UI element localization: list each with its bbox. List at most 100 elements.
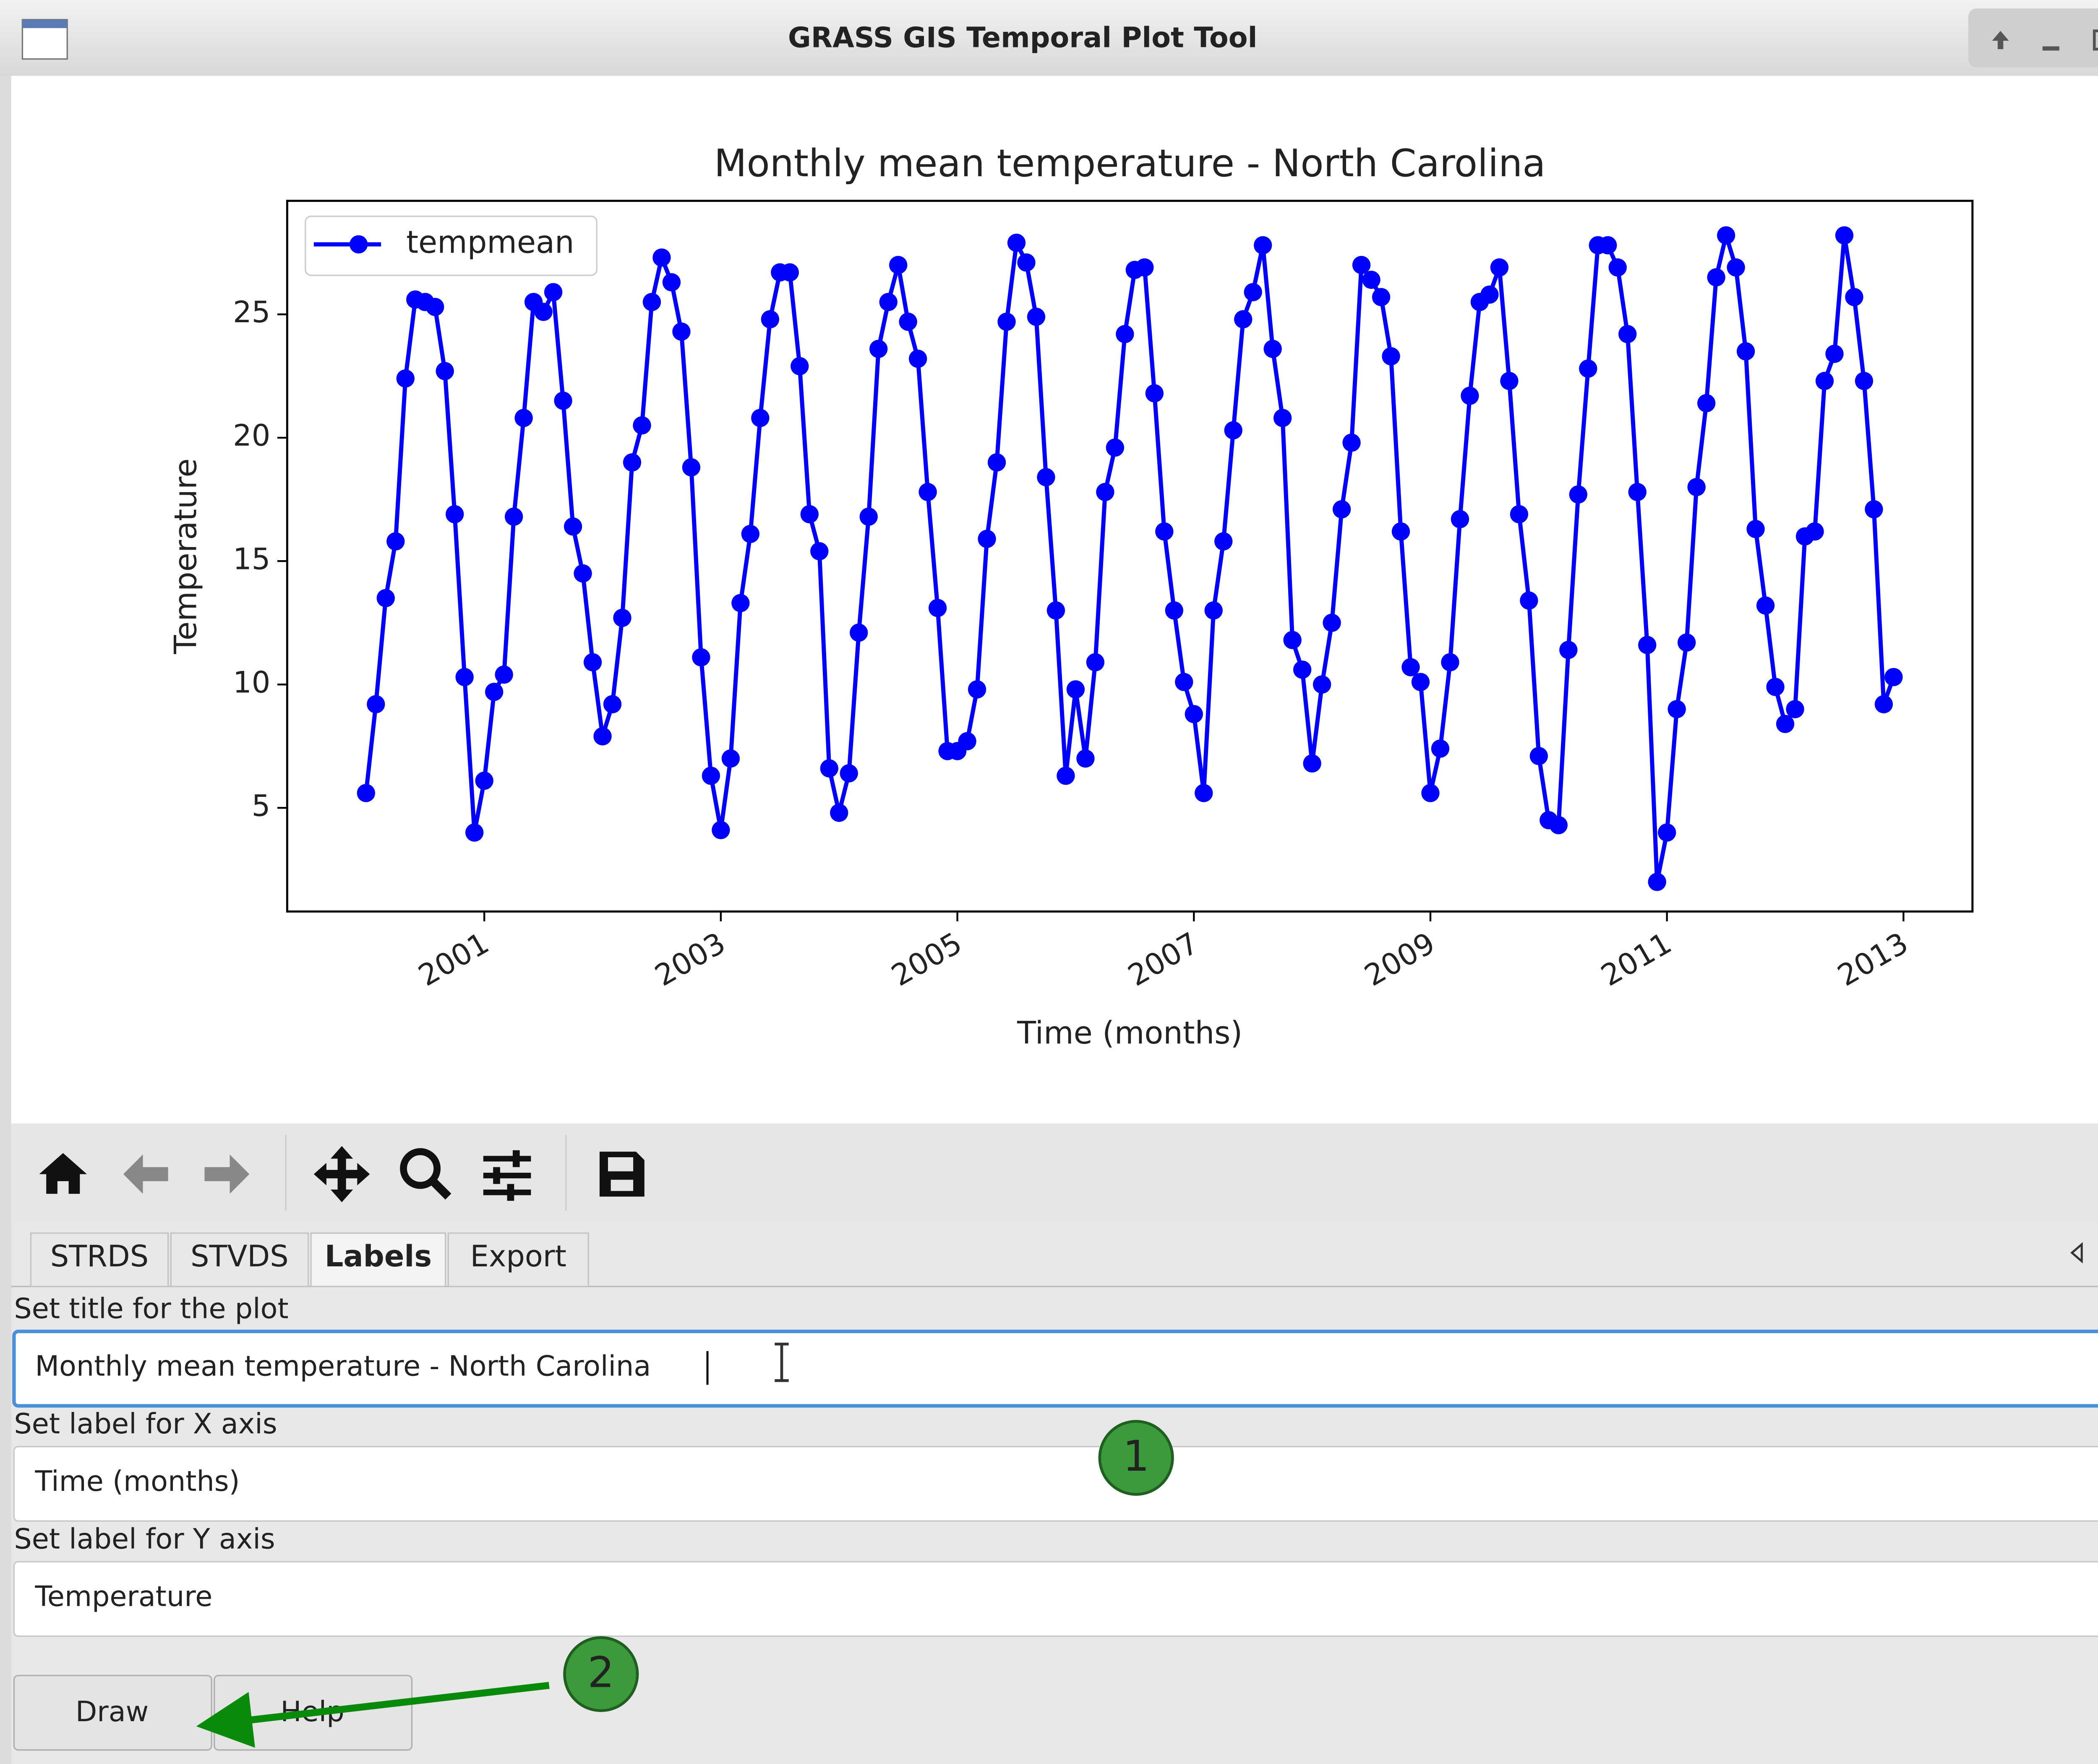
data-point bbox=[593, 727, 611, 746]
tab-label[interactable]: Export bbox=[470, 1239, 566, 1273]
data-point bbox=[712, 821, 730, 839]
legend-label: tempmean bbox=[406, 224, 574, 260]
data-point bbox=[1461, 386, 1479, 405]
data-point bbox=[1520, 592, 1538, 610]
data-point bbox=[781, 263, 799, 282]
data-point bbox=[859, 508, 877, 526]
data-point bbox=[1451, 510, 1469, 528]
data-point bbox=[1786, 700, 1804, 718]
data-point bbox=[584, 653, 602, 672]
data-point bbox=[1707, 268, 1725, 287]
data-point bbox=[1431, 739, 1449, 758]
data-point bbox=[1195, 784, 1213, 802]
data-point bbox=[1845, 288, 1863, 306]
data-point bbox=[1579, 360, 1597, 378]
data-point bbox=[1550, 816, 1568, 835]
data-point bbox=[446, 505, 464, 524]
input-value[interactable]: Monthly mean temperature - North Carolin… bbox=[35, 1350, 651, 1383]
data-point bbox=[613, 609, 631, 627]
data-point bbox=[929, 599, 947, 617]
data-point bbox=[1569, 485, 1587, 504]
legend-marker bbox=[350, 235, 368, 254]
data-point bbox=[652, 248, 671, 267]
text-input[interactable] bbox=[14, 1447, 2098, 1521]
y-tick-label: 5 bbox=[252, 788, 271, 823]
data-point bbox=[574, 564, 592, 583]
labels-form: Set title for the plot Monthly mean tempe… bbox=[14, 1292, 2098, 1636]
window-controls bbox=[1968, 8, 2098, 68]
data-point bbox=[1658, 823, 1676, 842]
data-point bbox=[1756, 596, 1774, 615]
data-point bbox=[889, 256, 907, 274]
data-point bbox=[672, 323, 690, 341]
input-value[interactable]: Time (months) bbox=[34, 1465, 240, 1498]
data-point bbox=[1342, 433, 1360, 452]
window-icon-bar bbox=[22, 20, 67, 28]
data-point bbox=[791, 357, 809, 376]
data-point bbox=[436, 362, 454, 381]
input-value[interactable]: Temperature bbox=[34, 1580, 212, 1613]
data-point bbox=[1313, 676, 1331, 694]
field-label: Set title for the plot bbox=[14, 1292, 288, 1325]
data-point bbox=[1687, 478, 1705, 496]
data-point bbox=[1293, 660, 1311, 679]
data-point bbox=[1609, 258, 1627, 277]
data-point bbox=[1017, 253, 1035, 272]
minimize-button[interactable] bbox=[2043, 46, 2059, 50]
data-point bbox=[919, 483, 937, 501]
data-point bbox=[603, 695, 621, 714]
data-point bbox=[801, 505, 819, 524]
data-point bbox=[899, 313, 917, 331]
data-point bbox=[1865, 500, 1883, 519]
data-point bbox=[1175, 673, 1193, 692]
data-point bbox=[1737, 342, 1755, 361]
data-point bbox=[1047, 601, 1065, 620]
data-point bbox=[397, 369, 415, 388]
tab-label[interactable]: STRDS bbox=[50, 1239, 149, 1273]
window-title: GRASS GIS Temporal Plot Tool bbox=[788, 21, 1258, 54]
data-point bbox=[1086, 653, 1104, 672]
data-point bbox=[1037, 468, 1055, 487]
data-point bbox=[1480, 285, 1498, 304]
data-point bbox=[1441, 653, 1459, 672]
configure-button[interactable] bbox=[483, 1150, 531, 1200]
data-point bbox=[1362, 271, 1380, 289]
tab-label[interactable]: Labels bbox=[325, 1239, 432, 1273]
text-input[interactable] bbox=[14, 1562, 2098, 1636]
data-point bbox=[643, 293, 661, 311]
data-point bbox=[731, 594, 749, 612]
data-point bbox=[692, 648, 710, 667]
data-point bbox=[1372, 288, 1390, 306]
annotation-number: 1 bbox=[1123, 1432, 1150, 1481]
data-point bbox=[1027, 308, 1045, 326]
data-point bbox=[1076, 749, 1094, 768]
data-point bbox=[485, 683, 503, 701]
button-label[interactable]: Draw bbox=[76, 1695, 149, 1728]
data-point bbox=[367, 695, 385, 714]
data-point bbox=[958, 732, 976, 751]
data-point bbox=[850, 624, 868, 642]
data-point bbox=[1205, 601, 1223, 620]
data-point bbox=[1323, 613, 1341, 632]
data-point bbox=[1412, 673, 1430, 692]
data-point bbox=[1697, 394, 1715, 412]
y-axis-label: Temperature bbox=[168, 458, 204, 654]
data-point bbox=[1214, 532, 1232, 551]
data-point bbox=[534, 303, 552, 321]
data-point bbox=[909, 350, 927, 368]
data-point bbox=[741, 525, 759, 543]
data-point bbox=[1559, 641, 1577, 659]
data-point bbox=[1135, 258, 1153, 277]
data-point bbox=[377, 589, 395, 608]
data-point bbox=[840, 764, 858, 783]
data-point bbox=[1165, 601, 1183, 620]
tab-label[interactable]: STVDS bbox=[190, 1239, 289, 1273]
data-point bbox=[1234, 310, 1252, 329]
x-axis-label: Time (months) bbox=[1017, 1015, 1242, 1051]
data-point bbox=[1490, 258, 1508, 277]
data-point bbox=[1382, 347, 1400, 365]
data-point bbox=[455, 668, 473, 686]
data-point bbox=[1884, 668, 1902, 686]
